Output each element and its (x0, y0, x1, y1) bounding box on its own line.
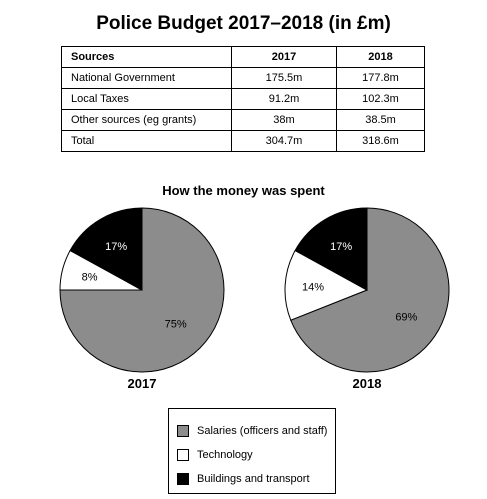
row-value-2018: 318.6m (336, 130, 425, 152)
legend-swatch-technology (177, 449, 189, 461)
slice-salaries (290, 207, 450, 373)
slice-label: 75% (165, 319, 187, 331)
table-header-row: Sources 2017 2018 (61, 46, 425, 68)
header-2017: 2017 (231, 46, 337, 68)
pie-chart-2017: 75% 8% 17% 2017 (59, 207, 225, 391)
row-value-2017: 304.7m (231, 130, 337, 152)
row-value-2018: 177.8m (336, 67, 425, 89)
slice-label: 17% (105, 241, 127, 253)
slice-salaries (59, 207, 225, 373)
slice-buildings (294, 207, 368, 291)
table-row: Other sources (eg grants) 38m 38.5m (61, 109, 425, 131)
row-value-2017: 91.2m (231, 88, 337, 110)
slice-label: 8% (82, 272, 98, 284)
legend-swatch-salaries (177, 425, 189, 437)
legend-swatch-buildings (177, 473, 189, 485)
legend-item-salaries: Salaries (officers and staff) (177, 424, 327, 438)
slice-label: 17% (330, 241, 352, 253)
slice-label: 14% (302, 282, 324, 294)
slice-technology (284, 249, 369, 321)
legend-label: Salaries (officers and staff) (197, 425, 328, 437)
legend: Salaries (officers and staff) Technology… (168, 408, 336, 494)
row-value-2018: 102.3m (336, 88, 425, 110)
slice-label: 69% (395, 312, 417, 324)
legend-item-technology: Technology (177, 448, 253, 462)
table-row-total: Total 304.7m 318.6m (61, 130, 425, 152)
budget-table: Sources 2017 2018 National Government 17… (61, 46, 425, 152)
slice-buildings (69, 207, 143, 291)
legend-item-buildings: Buildings and transport (177, 472, 310, 486)
pie-section-title: How the money was spent (162, 183, 325, 198)
pie-year-label: 2018 (353, 376, 382, 391)
row-source: Total (61, 130, 232, 152)
pie-year-label: 2017 (128, 376, 157, 391)
legend-label: Buildings and transport (197, 473, 310, 485)
legend-label: Technology (197, 449, 253, 461)
page-title: Police Budget 2017–2018 (in £m) (96, 13, 391, 34)
row-source: Other sources (eg grants) (61, 109, 232, 131)
pie-chart-2018: 69% 14% 17% 2018 (284, 207, 450, 391)
